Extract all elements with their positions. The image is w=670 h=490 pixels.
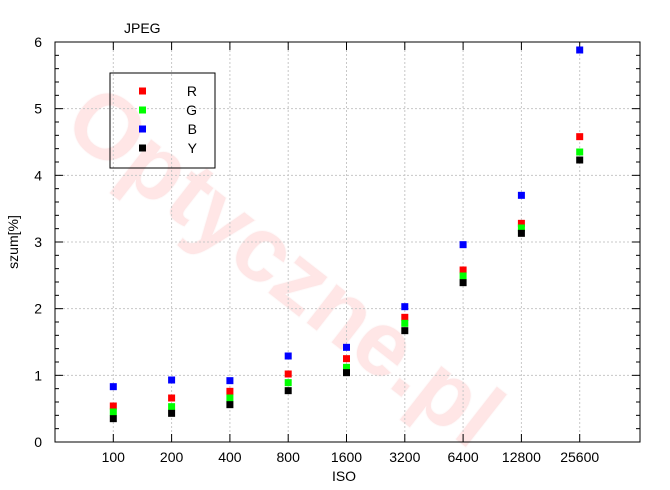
- data-point-r: [343, 355, 350, 363]
- data-point-r: [459, 266, 467, 274]
- data-point-b: [343, 343, 350, 351]
- y-tick-label: 2: [34, 301, 42, 317]
- x-tick-label: 400: [218, 449, 242, 465]
- y-tick-label: 0: [34, 434, 42, 450]
- data-point-g: [517, 224, 525, 232]
- data-point-y: [459, 279, 467, 287]
- data-points: [109, 46, 584, 423]
- legend-label-g: G: [186, 102, 197, 118]
- legend-box: [109, 72, 216, 169]
- data-point-b: [517, 191, 525, 199]
- axis-ticks: 0 1 2 3 4 5 6 100 200 400 800 1600 3200 6400 12800 2560…: [34, 34, 640, 465]
- data-point-y: [517, 229, 525, 237]
- y-tick-label: 3: [34, 234, 42, 250]
- x-tick-label: 100: [102, 449, 126, 465]
- x-tick-label: 12800: [502, 449, 541, 465]
- legend-marker-g: [139, 106, 146, 114]
- x-axis-label: ISO: [332, 468, 356, 484]
- chart-title: JPEG: [124, 20, 161, 36]
- y-tick-label: 6: [34, 34, 42, 50]
- data-point-r: [226, 387, 234, 395]
- data-point-b: [284, 352, 292, 360]
- data-point-g: [109, 408, 117, 416]
- data-point-b: [459, 241, 467, 249]
- x-tick-label: 6400: [448, 449, 479, 465]
- data-point-b: [576, 46, 584, 54]
- data-point-r: [109, 402, 117, 410]
- data-point-y: [284, 387, 292, 395]
- x-tick-label: 1600: [331, 449, 362, 465]
- data-point-b: [401, 303, 409, 311]
- legend-marker-r: [139, 87, 146, 95]
- x-tick-label: 25600: [560, 449, 599, 465]
- data-point-y: [109, 415, 117, 423]
- y-tick-label: 1: [34, 367, 42, 383]
- y-axis-label: szum[%]: [5, 215, 21, 269]
- data-point-g: [226, 394, 234, 402]
- legend-marker-b: [139, 125, 146, 133]
- data-point-r: [517, 219, 525, 227]
- data-point-y: [343, 369, 350, 377]
- legend-label-b: B: [188, 121, 197, 137]
- data-point-g: [576, 148, 584, 156]
- y-tick-label: 5: [34, 101, 42, 117]
- data-point-g: [343, 363, 350, 371]
- data-point-b: [109, 383, 117, 391]
- data-point-g: [168, 403, 176, 411]
- x-tick-label: 200: [160, 449, 184, 465]
- data-point-r: [576, 133, 584, 141]
- data-point-b: [168, 376, 176, 384]
- data-point-y: [576, 156, 584, 164]
- y-tick-label: 4: [34, 167, 42, 183]
- data-point-g: [401, 319, 409, 327]
- data-point-r: [168, 394, 176, 402]
- data-point-g: [284, 379, 292, 387]
- legend-marker-y: [139, 144, 146, 152]
- data-point-r: [401, 313, 409, 321]
- data-point-g: [459, 272, 467, 280]
- watermark: Optyczne.pl: [48, 65, 522, 466]
- legend-label-r: R: [187, 83, 197, 99]
- grid: [55, 42, 640, 442]
- data-point-r: [284, 370, 292, 378]
- data-point-y: [401, 327, 409, 335]
- data-point-y: [168, 409, 176, 417]
- legend-label-y: Y: [188, 140, 198, 156]
- x-tick-label: 800: [277, 449, 301, 465]
- x-tick-label: 3200: [389, 449, 420, 465]
- data-point-y: [226, 401, 234, 409]
- data-point-b: [226, 377, 234, 385]
